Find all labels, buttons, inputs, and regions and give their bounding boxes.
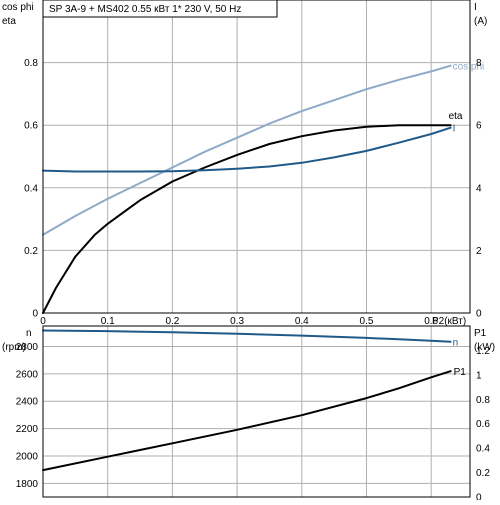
series-line-i: [42, 126, 452, 173]
x-tick-label: 0.3: [230, 316, 244, 327]
y-tick-label: 0.6: [24, 121, 38, 132]
series-label-eta: eta: [449, 111, 463, 122]
x-tick-label: 0.6: [424, 316, 438, 327]
x-tick-label: 0.5: [360, 316, 374, 327]
y2-tick-label: 4: [476, 183, 482, 194]
title-layer: SP 3A-9 + MS402 0.55 кВт 1* 230 V, 50 Hz: [42, 0, 278, 18]
bottom-right-axis-unit: (kW): [474, 342, 495, 353]
y-tick-label: 0: [32, 309, 38, 320]
series-line-cos-phi: [42, 64, 452, 236]
y2-tick-label: 0.4: [476, 444, 490, 455]
title-box: [42, 0, 278, 18]
x-axis-label: P2(кВт): [432, 316, 466, 327]
y-tick-label: 2800: [16, 342, 39, 353]
series-label-p1: P1: [454, 367, 467, 378]
y-tick-label: 0.2: [24, 246, 38, 257]
y2-tick-label: 0.8: [476, 395, 490, 406]
y2-tick-label: 6: [476, 121, 482, 132]
y2-tick-label: 0.6: [476, 419, 490, 430]
top-right-axis-unit: (A): [474, 16, 487, 27]
bottom-left-axis-unit: (rpm): [2, 342, 26, 353]
panel-frame: [42, 0, 471, 314]
series-line-n: [42, 329, 452, 343]
y2-tick-label: 8: [476, 58, 482, 69]
frame-layer: [42, 0, 471, 498]
y-tick-label: 2400: [16, 397, 39, 408]
series-label-n: n: [453, 338, 459, 349]
y-tick-label: 2000: [16, 451, 39, 462]
y-tick-label: 2600: [16, 369, 39, 380]
top-right-axis-label: I: [474, 2, 477, 13]
chart-title: SP 3A-9 + MS402 0.55 кВт 1* 230 V, 50 Hz: [49, 4, 241, 15]
x-tick-label: 0: [40, 316, 46, 327]
y2-tick-label: 0: [476, 493, 482, 501]
series-layer: [42, 64, 452, 472]
top-left-axis-label-2: eta: [2, 16, 16, 27]
bottom-left-axis-label: n: [26, 328, 32, 339]
series-line-eta: [42, 124, 452, 314]
y2-tick-label: 0.2: [476, 468, 490, 479]
y-tick-label: 2200: [16, 424, 39, 435]
x-tick-label: 0.2: [165, 316, 179, 327]
series-label-cos-phi: cos phi: [453, 62, 485, 73]
top-left-axis-label: cos phi: [2, 2, 34, 13]
series-line-p1: [42, 370, 452, 472]
y-tick-label: 0.4: [24, 183, 38, 194]
series-label-i: I: [453, 124, 456, 135]
x-tick-label: 0.1: [101, 316, 115, 327]
bottom-right-axis-label: P1: [474, 328, 487, 339]
y-tick-label: 0.8: [24, 58, 38, 69]
x-tick-label: 0.4: [295, 316, 309, 327]
y2-tick-label: 1: [476, 370, 482, 381]
y2-tick-label: 1.2: [476, 346, 490, 357]
y2-tick-label: 2: [476, 246, 482, 257]
y2-tick-label: 0: [476, 309, 482, 320]
panel-frame: [42, 325, 471, 498]
y-tick-label: 1800: [16, 479, 39, 490]
